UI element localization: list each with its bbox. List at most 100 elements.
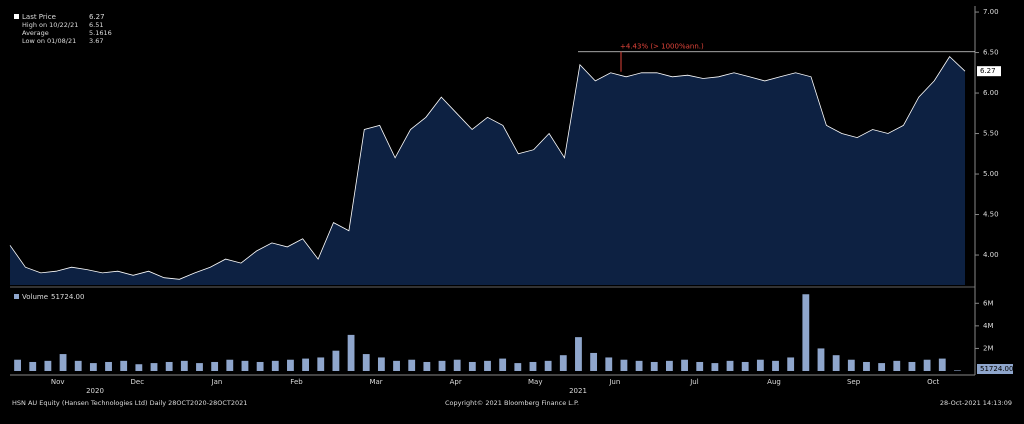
- x-tick-label: Sep: [847, 378, 861, 386]
- volume-bar: [681, 359, 688, 371]
- footer-left: HSN AU Equity (Hansen Technologies Ltd) …: [12, 399, 247, 407]
- volume-bar: [241, 360, 249, 371]
- volume-bar: [423, 361, 431, 371]
- legend-swatch: [14, 14, 19, 19]
- volume-bar: [544, 360, 552, 371]
- x-tick-label: Jun: [608, 378, 620, 386]
- legend-name: Last Price: [22, 13, 56, 21]
- volume-bar: [453, 359, 461, 371]
- volume-bar: [271, 360, 279, 371]
- x-tick-label: Feb: [290, 378, 303, 386]
- volume-bar: [590, 352, 598, 371]
- volume-bar: [514, 363, 522, 371]
- volume-bar: [29, 361, 37, 371]
- y-tick-label: 6M: [983, 299, 994, 307]
- volume-bar: [135, 364, 143, 371]
- volume-tag: [977, 364, 1013, 374]
- x-tick-label: Mar: [369, 378, 382, 386]
- volume-bar: [332, 350, 340, 371]
- price-line: [9, 55, 966, 280]
- volume-bar: [287, 359, 294, 371]
- volume-bar: [484, 360, 491, 371]
- volume-bar: [802, 294, 810, 371]
- y-tick-label: 4.00: [983, 251, 999, 259]
- volume-bar: [408, 359, 416, 371]
- volume-bar: [150, 363, 158, 371]
- x-tick-label: Apr: [450, 378, 462, 386]
- volume-bar: [211, 361, 219, 371]
- x-tick-label: May: [528, 378, 542, 386]
- volume-bar: [938, 358, 946, 371]
- volume-bar: [650, 361, 658, 371]
- volume-bar: [256, 361, 264, 371]
- x-tick-label: Aug: [767, 378, 781, 386]
- volume-bar: [180, 360, 188, 371]
- x-tick-label: Dec: [131, 378, 145, 386]
- x-tick-label: Jan: [211, 378, 223, 386]
- legend-stat-value: 3.67: [89, 37, 103, 45]
- x-tick-label: Jul: [689, 378, 699, 386]
- volume-tag-label: 51724.00: [980, 365, 1013, 373]
- volume-bar: [438, 360, 446, 371]
- volume-bar: [832, 355, 840, 371]
- y-tick-label: 7.00: [983, 8, 999, 16]
- volume-bar: [196, 363, 203, 371]
- volume-bar: [893, 360, 901, 371]
- volume-bar: [817, 348, 825, 371]
- price-area: [10, 56, 965, 285]
- legend-stat-value: 6.51: [89, 21, 103, 29]
- footer-center: Copyright© 2021 Bloomberg Finance L.P.: [445, 399, 579, 407]
- volume-bar: [226, 359, 234, 371]
- volume-bar: [756, 359, 764, 371]
- volume-bar: [847, 359, 855, 371]
- legend-value: 6.27: [89, 13, 105, 21]
- volume-bar: [605, 357, 613, 371]
- volume-bar: [696, 361, 704, 371]
- volume-bar: [347, 334, 355, 371]
- volume-bar: [468, 361, 476, 371]
- legend-stat-label: Average: [22, 29, 49, 37]
- legend-box: [12, 10, 84, 48]
- volume-bar: [362, 354, 370, 371]
- volume-bar: [726, 360, 734, 371]
- volume-bar: [302, 358, 310, 371]
- volume-bar: [317, 357, 325, 371]
- y-tick-label: 5.50: [983, 130, 999, 138]
- y-tick-label: 5.00: [983, 170, 999, 178]
- volume-bar: [105, 361, 112, 371]
- volume-bar: [74, 360, 82, 371]
- volume-bar: [89, 363, 97, 371]
- annotation: +4.43% (> 1000%ann.): [620, 43, 704, 51]
- y-tick-label: 6.00: [983, 89, 999, 97]
- y-tick-label: 2M: [983, 344, 994, 352]
- volume-bar: [741, 361, 749, 371]
- legend-name: Volume: [22, 293, 48, 301]
- volume-bar: [620, 359, 628, 371]
- y-tick-label: 6.50: [983, 49, 999, 57]
- volume-bar: [787, 357, 795, 371]
- x-tick-label: Oct: [927, 378, 939, 386]
- volume-bar: [14, 359, 21, 371]
- volume-bar: [393, 360, 400, 371]
- volume-bar: [635, 360, 643, 371]
- legend-swatch: [14, 294, 19, 299]
- x-tick-label: Nov: [51, 378, 65, 386]
- legend-stat-label: High on 10/22/21: [22, 21, 78, 29]
- year-label: 2020: [86, 387, 104, 395]
- volume-bar: [772, 360, 779, 371]
- footer-right: 28-Oct-2021 14:13:09: [940, 399, 1012, 407]
- volume-bar: [499, 358, 507, 371]
- volume-bar: [923, 359, 931, 371]
- volume-bar: [908, 361, 916, 371]
- volume-bar: [665, 360, 673, 371]
- volume-bar: [120, 360, 128, 371]
- volume-bar: [575, 337, 582, 371]
- volume-bar: [44, 360, 52, 371]
- y-tick-label: 4M: [983, 322, 994, 330]
- volume-bar: [165, 361, 173, 371]
- volume-bar: [377, 357, 385, 371]
- volume-bar: [711, 363, 719, 371]
- volume-bar: [529, 361, 537, 371]
- legend-stat-label: Low on 01/08/21: [22, 37, 76, 45]
